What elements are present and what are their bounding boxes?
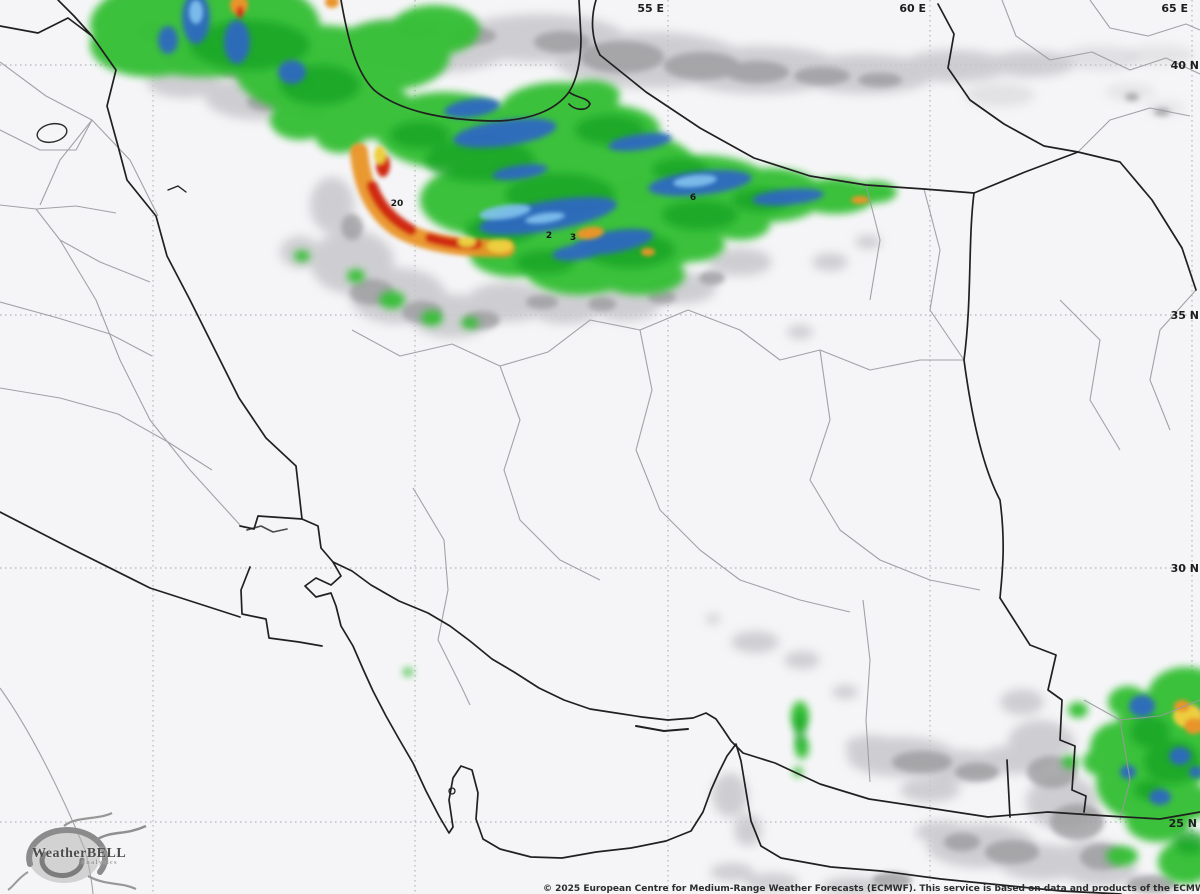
precip-light-blue <box>189 0 717 224</box>
coordinate-labels: 55 E 60 E 65 E 40 N 35 N 30 N 25 N <box>637 2 1199 830</box>
border-iran-turkmenistan <box>599 54 975 194</box>
gorgan-bay <box>568 91 591 111</box>
bahrain-island <box>448 787 456 795</box>
border-afghanistan-turkmenistan <box>973 151 1197 291</box>
border-iran-iraq <box>91 35 334 563</box>
lat-label-30n: 30 N <box>1171 562 1199 575</box>
lon-label-65e: 65 E <box>1161 2 1188 15</box>
qeshm-island <box>635 725 689 732</box>
lake-urmia <box>167 185 187 193</box>
lake-van <box>36 122 68 144</box>
border-segment <box>1006 759 1011 818</box>
arabian-coast <box>304 561 1122 894</box>
border-turkey <box>0 0 93 37</box>
border-turkmenistan <box>937 3 1079 153</box>
border-iraq-step <box>239 515 303 530</box>
caspian-east-coast <box>591 0 601 56</box>
gulf-north-coast <box>332 561 1200 820</box>
contour-label-6: 6 <box>690 193 696 203</box>
lon-label-60e: 60 E <box>899 2 926 15</box>
border-iran-afghanistan <box>963 192 1005 599</box>
contour-label-20: 20 <box>391 199 404 209</box>
contour-label-3: 3 <box>570 233 576 243</box>
copyright-text: © 2025 European Centre for Medium-Range … <box>543 884 1200 894</box>
caspian-coast <box>340 0 582 122</box>
lat-label-40n: 40 N <box>1171 59 1199 72</box>
lat-label-25n: 25 N <box>1169 817 1197 830</box>
lat-label-35n: 35 N <box>1171 309 1199 322</box>
precip-heavy-core <box>230 0 1200 734</box>
lon-label-55e: 55 E <box>637 2 664 15</box>
marshes <box>246 525 288 533</box>
border-saudi-iraq <box>0 511 241 618</box>
contour-value-labels: 20 2 3 6 <box>391 193 696 243</box>
border-iran-pakistan <box>999 597 1087 813</box>
contour-label-2: 2 <box>546 231 552 241</box>
border-kuwait <box>240 566 323 647</box>
